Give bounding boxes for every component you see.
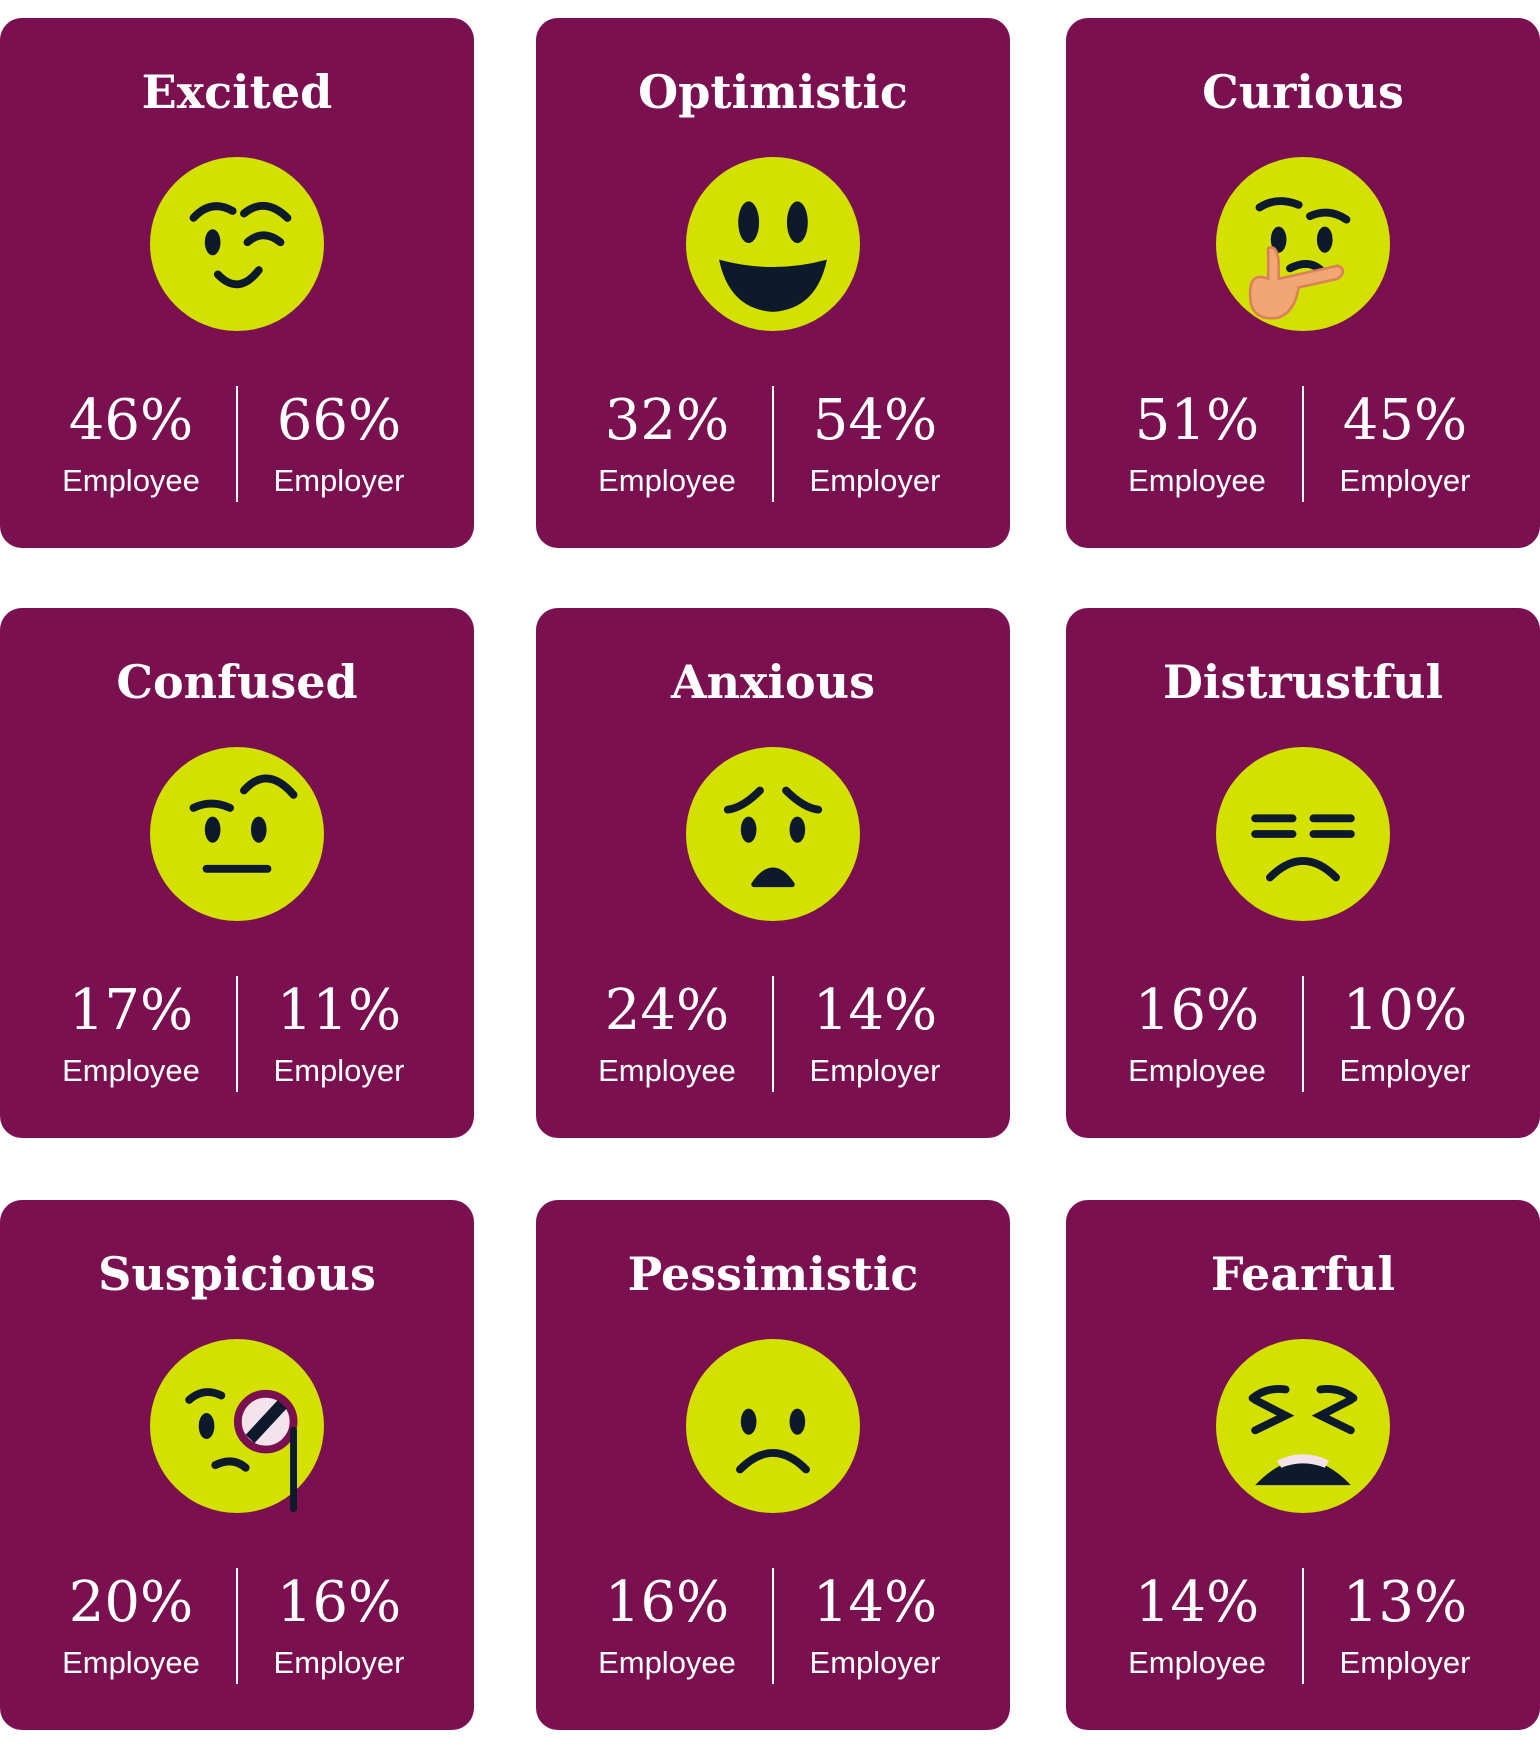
divider xyxy=(236,976,238,1092)
emoji xyxy=(1216,747,1390,921)
divider xyxy=(236,386,238,502)
card-title: Fearful xyxy=(1210,1247,1396,1301)
employee-value: 51% xyxy=(1134,388,1260,453)
employee-label: Employee xyxy=(598,1645,736,1680)
employer-value: 14% xyxy=(812,1570,938,1635)
emoji xyxy=(1216,1339,1390,1513)
divider xyxy=(772,976,774,1092)
divider xyxy=(772,386,774,502)
divider xyxy=(1302,1568,1304,1684)
card-title: Curious xyxy=(1202,65,1404,119)
card-title: Suspicious xyxy=(98,1247,376,1301)
employer-label: Employer xyxy=(1339,1645,1471,1680)
employee-value: 16% xyxy=(604,1570,730,1635)
emoji xyxy=(686,157,860,331)
employer-value: 14% xyxy=(812,978,938,1043)
card-title: Distrustful xyxy=(1162,655,1444,709)
emotion-card: Fearful 14% Employee 13% Employer xyxy=(1066,1200,1540,1730)
employee-value: 24% xyxy=(604,978,730,1043)
emoji xyxy=(686,747,860,921)
divider xyxy=(1302,386,1304,502)
emoji xyxy=(1216,157,1390,331)
card-title: Excited xyxy=(141,65,333,119)
emotion-card: Anxious 24% Employee 14% Employer xyxy=(536,608,1010,1138)
emoji xyxy=(150,747,324,921)
employer-value: 13% xyxy=(1342,1570,1468,1635)
employer-value: 66% xyxy=(276,388,402,453)
card-title: Anxious xyxy=(670,655,876,709)
emoji xyxy=(150,157,324,331)
employer-label: Employer xyxy=(809,463,941,498)
employer-label: Employer xyxy=(273,1645,405,1680)
employer-label: Employer xyxy=(809,1645,941,1680)
employer-value: 10% xyxy=(1342,978,1468,1043)
employee-label: Employee xyxy=(1128,1053,1266,1088)
emoji xyxy=(150,1339,324,1513)
employee-label: Employee xyxy=(62,463,200,498)
employer-label: Employer xyxy=(809,1053,941,1088)
employer-value: 11% xyxy=(276,978,402,1043)
emotion-card: Pessimistic 16% Employee 14% Employer xyxy=(536,1200,1010,1730)
divider xyxy=(772,1568,774,1684)
emoji xyxy=(686,1339,860,1513)
emotion-card: Optimistic 32% Employee 54% Employer xyxy=(536,18,1010,548)
employee-label: Employee xyxy=(1128,1645,1266,1680)
employee-label: Employee xyxy=(598,1053,736,1088)
employer-label: Employer xyxy=(273,463,405,498)
employee-label: Employee xyxy=(62,1053,200,1088)
divider xyxy=(1302,976,1304,1092)
emotion-card: Excited 46% Employee 66% Employer xyxy=(0,18,474,548)
emotion-card: Curious 51% Employee 45% Employer xyxy=(1066,18,1540,548)
card-title: Pessimistic xyxy=(627,1247,919,1301)
card-title: Optimistic xyxy=(638,65,908,119)
employee-value: 46% xyxy=(68,388,194,453)
employer-value: 45% xyxy=(1342,388,1468,453)
employer-label: Employer xyxy=(273,1053,405,1088)
employee-label: Employee xyxy=(62,1645,200,1680)
employer-value: 54% xyxy=(812,388,938,453)
employee-label: Employee xyxy=(598,463,736,498)
emotion-card: Distrustful 16% Employee 10% Employer xyxy=(1066,608,1540,1138)
card-title: Confused xyxy=(116,655,358,709)
employee-value: 32% xyxy=(604,388,730,453)
employee-label: Employee xyxy=(1128,463,1266,498)
employee-value: 17% xyxy=(68,978,194,1043)
employee-value: 20% xyxy=(68,1570,194,1635)
employer-value: 16% xyxy=(276,1570,402,1635)
emotion-card: Suspicious 20% Employee 16% Employer xyxy=(0,1200,474,1730)
divider xyxy=(236,1568,238,1684)
employer-label: Employer xyxy=(1339,463,1471,498)
employee-value: 14% xyxy=(1134,1570,1260,1635)
emotion-card: Confused 17% Employee 11% Employer xyxy=(0,608,474,1138)
employer-label: Employer xyxy=(1339,1053,1471,1088)
employee-value: 16% xyxy=(1134,978,1260,1043)
